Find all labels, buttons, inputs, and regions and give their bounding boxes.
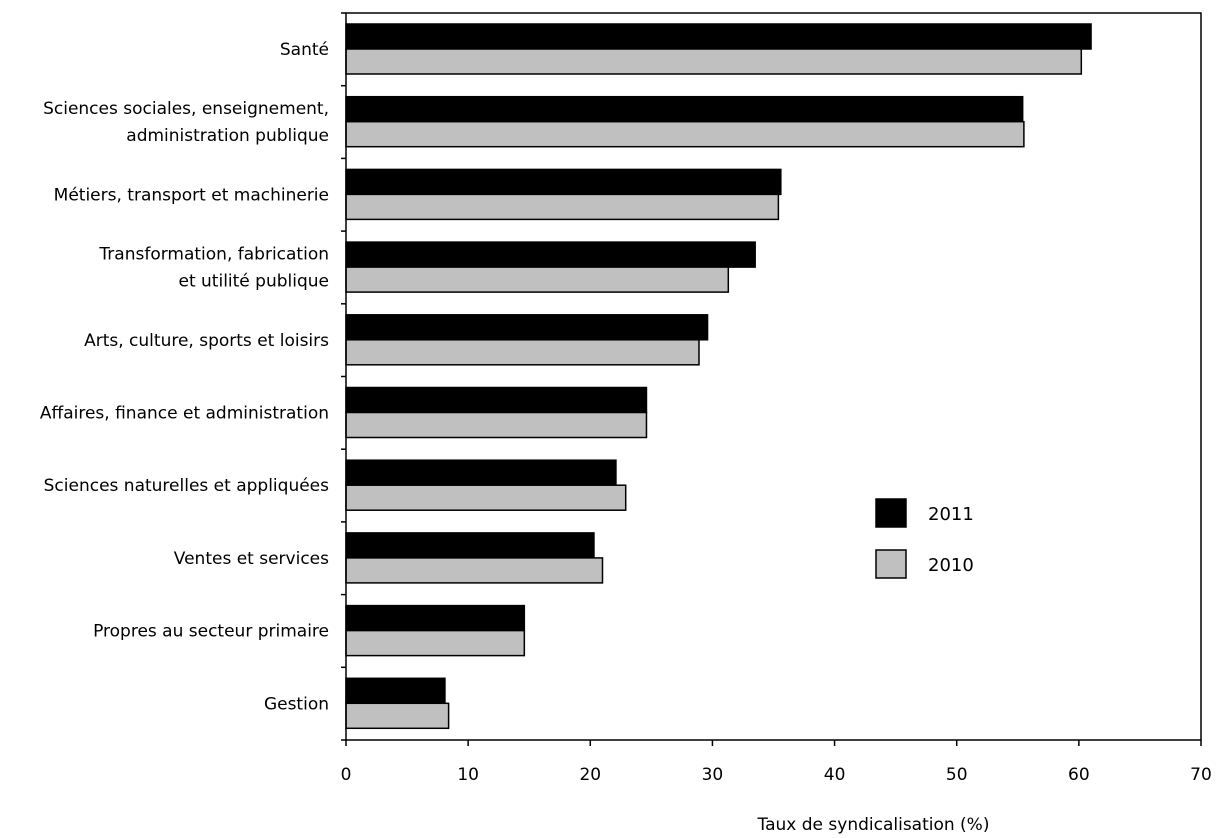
category-label: Propres au secteur primaire: [93, 622, 329, 642]
x-tick-label: 70: [1190, 765, 1212, 785]
bar-2011-1: [345, 95, 1024, 123]
bar-2011-8: [345, 604, 526, 632]
bar-2011-4: [345, 314, 709, 341]
legend: 2011 2010: [875, 498, 974, 579]
category-label: Ventes et services: [174, 549, 329, 569]
bar-2011-7: [345, 532, 595, 559]
axes-layer: [341, 12, 1202, 746]
x-tick-label: 20: [579, 765, 601, 785]
bar-2010-7: [345, 557, 604, 584]
category-label: et utilité publique: [179, 272, 330, 292]
bar-2011-3: [345, 241, 756, 268]
bar-2011-9: [345, 677, 446, 705]
category-label: administration publique: [126, 126, 329, 146]
bar-2010-9: [345, 702, 450, 730]
bar-2010-1: [345, 120, 1025, 148]
category-labels: Santé Sciences sociales, enseignement, adm…: [40, 40, 329, 714]
category-label: Transformation, fabrication: [98, 245, 329, 265]
category-label: Gestion: [264, 694, 329, 714]
legend-swatch-2010: [875, 549, 907, 579]
category-label: Santé: [280, 40, 329, 60]
x-tick-label: 30: [702, 765, 724, 785]
legend-label-2010: 2010: [928, 555, 974, 576]
bar-2010-5: [345, 411, 648, 439]
bar-2010-6: [345, 484, 627, 511]
category-label: Sciences sociales, enseignement,: [43, 99, 329, 119]
legend-label-2011: 2011: [928, 504, 974, 525]
x-tick-label: 40: [824, 765, 846, 785]
bar-2010-2: [345, 193, 780, 221]
category-label: Arts, culture, sports et loisirs: [84, 331, 329, 351]
bar-2011-5: [345, 386, 648, 414]
x-tick-label: 0: [341, 765, 352, 785]
x-tick-label: 60: [1068, 765, 1090, 785]
legend-swatch-2011: [875, 498, 907, 528]
category-label: Affaires, finance et administration: [40, 404, 329, 424]
bar-2010-3: [345, 266, 730, 293]
category-label: Sciences naturelles et appliquées: [44, 476, 329, 496]
category-label: Métiers, transport et machinerie: [54, 185, 329, 205]
bar-2010-8: [345, 629, 526, 657]
x-tick-labels: 0 10 20 30 40 50 60 70: [341, 765, 1212, 785]
bar-2011-6: [345, 459, 617, 486]
bar-2010-0: [345, 48, 1083, 75]
bar-2011-0: [345, 23, 1092, 50]
x-tick-label: 10: [457, 765, 479, 785]
bars-layer: [345, 23, 1092, 730]
bar-2010-4: [345, 339, 700, 366]
x-axis-title: Taux de syndicalisation (%): [757, 815, 990, 835]
x-tick-label: 50: [946, 765, 968, 785]
bar-2011-2: [345, 168, 782, 196]
